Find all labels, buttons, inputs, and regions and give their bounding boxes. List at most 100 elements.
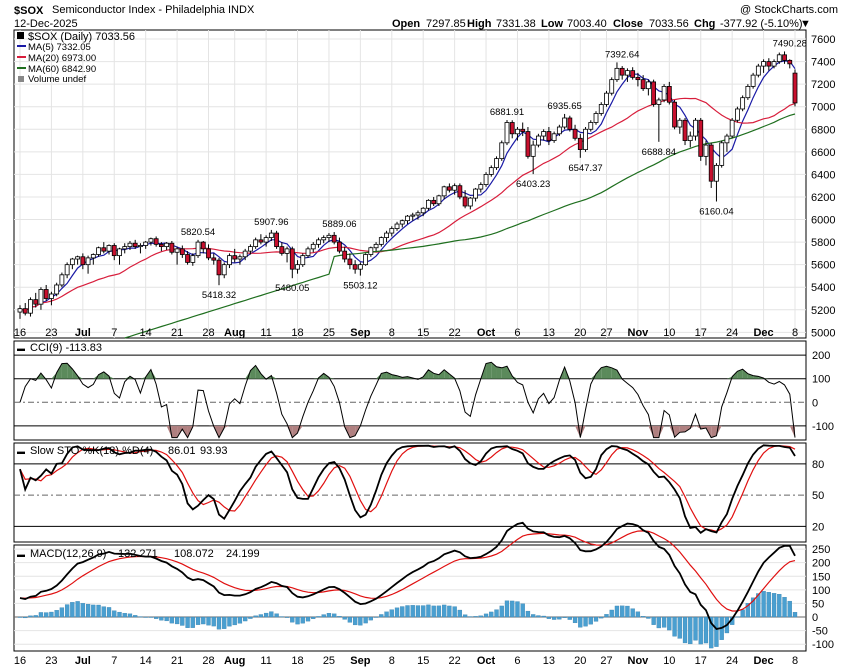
candle-body (127, 242, 133, 248)
macd-hist-bar (630, 608, 635, 618)
macd-hist-bar (269, 611, 274, 618)
x-tick-label: 18 (291, 655, 303, 667)
macd-hist-bar (284, 616, 290, 618)
candle-body (38, 289, 44, 305)
candle-body (410, 214, 416, 217)
price-annotation: 7490.28 (773, 38, 807, 49)
candle-body (363, 254, 369, 266)
candle-body (525, 131, 531, 157)
macd-tick-label: 100 (812, 585, 830, 597)
candle-body (122, 246, 128, 250)
macd-hist-bar (373, 616, 379, 618)
candle-body (111, 245, 117, 257)
cci-overbought-fill (491, 362, 497, 379)
cci-overbought-fill (103, 371, 110, 379)
x-tick-label: 13 (543, 655, 555, 667)
candle-body (452, 185, 458, 191)
macd-hist-bar (546, 616, 552, 619)
cci-overbought-fill (271, 375, 277, 379)
price-annotation: 5503.12 (343, 281, 377, 292)
macd-hist-bar (80, 603, 85, 618)
cci-overbought-fill (245, 370, 251, 379)
candle-body (635, 76, 641, 81)
candle-body (771, 61, 777, 67)
candle-body (384, 232, 389, 238)
macd-hist-bar (148, 616, 154, 618)
macd-hist-bar (625, 605, 630, 618)
candle-body (750, 74, 756, 87)
macd-hist-bar (520, 603, 525, 618)
candle-body (724, 135, 730, 144)
macd-hist-bar (190, 616, 195, 628)
cci-oversold-fill (674, 425, 680, 438)
low-label: Low (541, 18, 563, 30)
candle-body (232, 255, 238, 260)
price-annotation: 6160.04 (699, 206, 733, 217)
macd-hist-bar (410, 605, 415, 618)
cci-tick-label: -100 (812, 421, 834, 433)
candle-body (289, 248, 295, 270)
price-annotation: 6881.91 (490, 107, 524, 118)
macd-hist-bar (75, 601, 80, 618)
price-tick-label: 7600 (811, 34, 835, 46)
cci-oversold-fill (653, 425, 659, 438)
candle-body (106, 245, 112, 252)
candle-body (682, 119, 688, 141)
candle-body (588, 122, 594, 130)
price-annotation: 5907.96 (254, 217, 288, 228)
candle-body (572, 128, 578, 139)
x-tick-label: 27 (600, 327, 612, 339)
legend-ma20: MA(20) 6973.00 (28, 53, 96, 64)
cci-overbought-fill (328, 377, 335, 379)
candle-body (399, 220, 405, 225)
candle-body (305, 248, 311, 257)
hist-value: 24.199 (226, 548, 260, 560)
macd-hist-bar (656, 616, 662, 629)
macd-hist-bar (122, 613, 127, 618)
x-tick-label: 28 (202, 327, 214, 339)
macd-hist-bar (421, 605, 426, 618)
candle-body (185, 254, 190, 263)
price-panel-frame (13, 29, 807, 339)
x-tick-label: 8 (389, 655, 395, 667)
candle-body (164, 242, 170, 248)
price-tick-label: 5800 (811, 237, 835, 249)
macd-hist-bar (211, 616, 216, 627)
macd-hist-bar (222, 616, 227, 629)
candle-body (687, 135, 693, 141)
candle-body (28, 299, 33, 314)
cci-overbought-fill (601, 366, 607, 379)
macd-hist-bar (133, 615, 138, 618)
candle-body (33, 299, 39, 305)
candle-body (614, 67, 620, 81)
candle-body (216, 259, 222, 276)
cci-oversold-fill (192, 425, 199, 427)
cci-oversold-fill (349, 425, 356, 438)
x-tick-label: Jul (75, 327, 91, 339)
macd-hist-bar (117, 611, 122, 618)
cci-overbought-fill (98, 371, 104, 379)
macd-hist-bar (478, 615, 483, 618)
macd-line (19, 521, 796, 630)
candle-body (132, 242, 138, 248)
candle-body (426, 199, 431, 209)
x-tick-label: 22 (449, 655, 461, 667)
macd-hist-bar (216, 616, 222, 630)
macd-hist-bar (698, 616, 703, 645)
close-value: 7033.56 (649, 18, 689, 30)
macd-hist-bar (750, 597, 756, 618)
x-tick-label: 14 (140, 655, 152, 667)
macd-hist-bar (248, 616, 253, 619)
candle-body (577, 137, 583, 150)
candle-body (645, 81, 651, 90)
price-annotation: 6547.37 (568, 163, 602, 174)
macd-hist-bar (28, 615, 33, 618)
macd-hist-bar (651, 616, 656, 625)
candle-body (457, 185, 463, 198)
cci-overbought-fill (61, 363, 68, 379)
candle-body (734, 108, 740, 121)
candle-body (321, 237, 327, 241)
candle-body (488, 167, 494, 175)
x-tick-label: 21 (171, 655, 183, 667)
